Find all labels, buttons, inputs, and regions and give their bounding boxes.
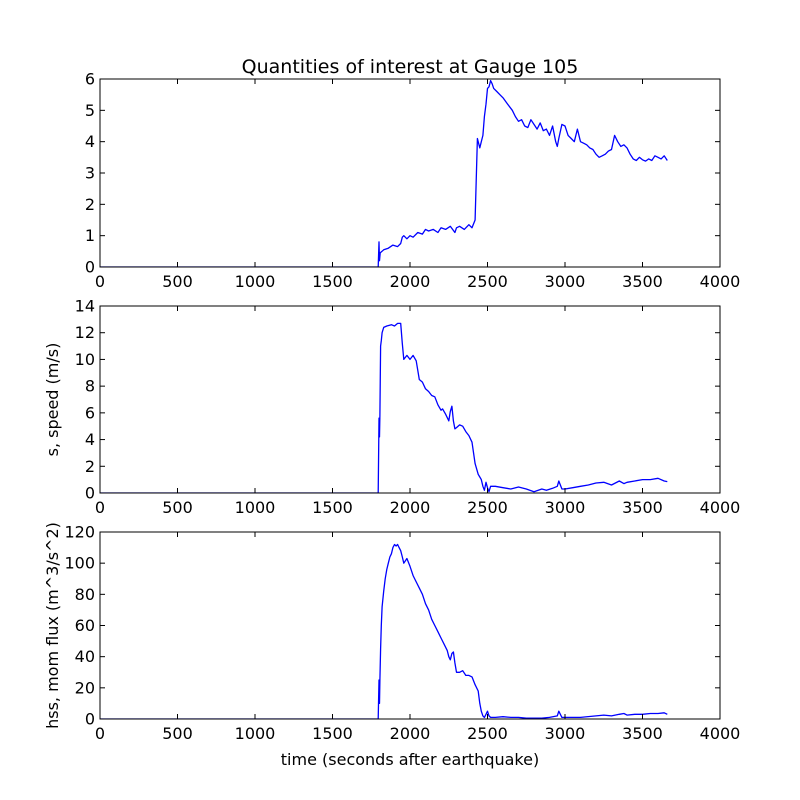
y-tick-label: 3 (85, 164, 95, 183)
x-tick-label: 1000 (235, 498, 276, 517)
x-tick-label: 0 (95, 498, 105, 517)
subplot-1: 0 500 1000 1500 2000 2500 3000 3500 4000 0 1 2 3 4 5 6 (85, 70, 741, 292)
subplots: 0 500 1000 1500 2000 2500 3000 3500 400001234560… (43, 70, 740, 744)
x-tick-label: 500 (162, 724, 193, 743)
x-tick-label: 500 (162, 272, 193, 291)
y-tick-label: 6 (85, 70, 95, 89)
y-tick-label: 20 (75, 678, 95, 697)
x-tick-label: 2000 (390, 272, 431, 291)
x-tick-label: 2000 (390, 724, 431, 743)
y-tick-label: 1 (85, 226, 95, 245)
y-tick-label: 100 (64, 554, 95, 573)
y-axis-label: hss, mom flux (m^3/s^2) (43, 522, 62, 729)
y-tick-label: 5 (85, 101, 95, 120)
y-tick-label: 0 (85, 710, 95, 729)
y-tick-label: 120 (64, 523, 95, 542)
x-tick-label: 1500 (312, 272, 353, 291)
x-tick-label: 3500 (622, 724, 663, 743)
series-line-3-1 (100, 543, 668, 719)
x-tick-label: 4000 (700, 272, 741, 291)
series-line-2-1 (100, 322, 668, 493)
y-tick-label: 80 (75, 585, 95, 604)
y-tick-label: 4 (85, 430, 95, 449)
x-tick-label: 3500 (622, 498, 663, 517)
x-tick-label: 2000 (390, 498, 431, 517)
x-tick-label: 4000 (700, 498, 741, 517)
y-tick-label: 60 (75, 616, 95, 635)
y-tick-label: 0 (85, 484, 95, 503)
y-tick-label: 6 (85, 403, 95, 422)
y-tick-label: 40 (75, 647, 95, 666)
x-tick-label: 0 (95, 724, 105, 743)
x-tick-label: 2500 (467, 724, 508, 743)
x-tick-label: 3000 (545, 272, 586, 291)
x-tick-label: 3000 (545, 498, 586, 517)
subplot-2: 0 500 1000 1500 2000 2500 3000 3500 4000 0 2 4 6 8 10 1… (43, 297, 740, 518)
x-tick-label: 1500 (312, 498, 353, 517)
x-tick-label: 2500 (467, 272, 508, 291)
series-line-1-1 (100, 79, 668, 267)
y-tick-label: 14 (75, 297, 95, 316)
x-tick-label: 500 (162, 498, 193, 517)
x-tick-label: 3000 (545, 724, 586, 743)
x-tick-label: 1000 (235, 724, 276, 743)
x-axis-label: time (seconds after earthquake) (281, 750, 539, 769)
y-tick-label: 0 (85, 258, 95, 277)
subplot-3: 0 500 1000 1500 2000 2500 3000 3500 4000 0 20 40 60 8… (43, 522, 740, 743)
figure-title: Quantities of interest at Gauge 105 (242, 56, 579, 78)
x-tick-label: 1500 (312, 724, 353, 743)
y-tick-label: 12 (75, 323, 95, 342)
y-axis-label: s, speed (m/s) (43, 343, 62, 457)
x-tick-label: 0 (95, 272, 105, 291)
y-tick-label: 2 (85, 457, 95, 476)
y-tick-label: 8 (85, 377, 95, 396)
x-tick-label: 4000 (700, 724, 741, 743)
y-tick-label: 2 (85, 195, 95, 214)
x-tick-label: 1000 (235, 272, 276, 291)
x-tick-label: 3500 (622, 272, 663, 291)
x-tick-label: 2500 (467, 498, 508, 517)
y-tick-label: 10 (75, 350, 95, 369)
y-tick-label: 4 (85, 132, 95, 151)
